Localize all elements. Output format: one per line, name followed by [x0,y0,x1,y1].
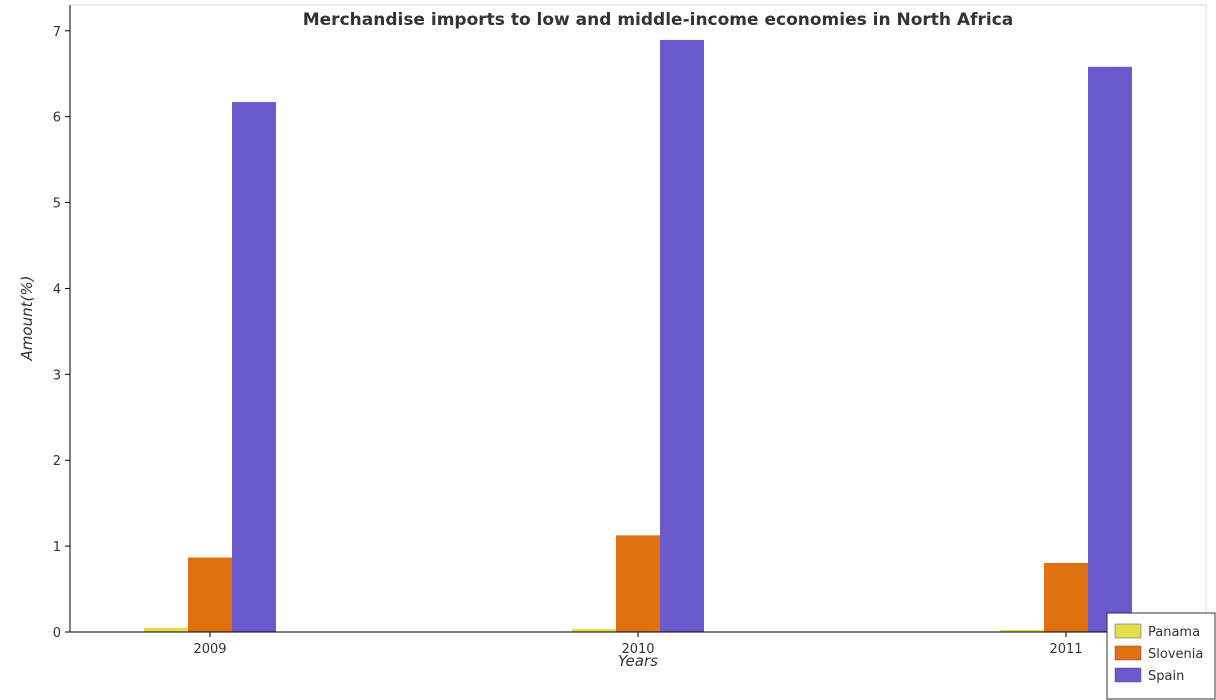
y-axis-label: Amount(%) [18,276,36,362]
x-tick-label: 2009 [193,642,226,657]
y-tick-label: 3 [53,368,61,383]
bar-panama-2011 [1000,629,1044,632]
y-tick-label: 2 [53,454,61,469]
y-ticks-layer: 0 1 2 3 4 5 6 7 [53,25,70,641]
x-ticks-layer: 2009 2010 2011 [193,632,1083,657]
x-tick-label: 2010 [621,642,654,657]
y-tick-label: 4 [53,282,61,297]
legend-swatch-spain [1114,667,1142,683]
bar-panama-2010 [572,628,616,632]
chart-title: Merchandise imports to low and middle-in… [303,10,1014,30]
bar-panama-2009 [144,627,188,632]
legend-swatch-panama [1114,623,1142,639]
bar-spain-2011 [1088,66,1132,633]
y-tick-label: 6 [53,111,61,126]
bars-layer [144,39,1132,633]
x-axis-label: Years [618,652,658,670]
x-tick-label: 2011 [1049,642,1082,657]
y-tick-label: 1 [53,540,61,555]
bar-slovenia-2011 [1044,562,1088,632]
bar-spain-2010 [660,39,704,632]
legend-label-slovenia: Slovenia [1148,647,1203,662]
legend-label-spain: Spain [1148,669,1184,684]
y-tick-label: 7 [53,25,61,40]
legend-items: Panama Slovenia Spain [1114,623,1203,684]
bar-slovenia-2009 [188,557,232,632]
legend-label-panama: Panama [1148,625,1200,640]
legend: Panama Slovenia Spain [1106,612,1216,700]
legend-swatch-slovenia [1114,645,1142,661]
bar-spain-2009 [232,102,276,633]
y-tick-label: 5 [53,197,61,212]
y-tick-label: 0 [53,626,61,641]
bar-slovenia-2010 [616,535,660,632]
